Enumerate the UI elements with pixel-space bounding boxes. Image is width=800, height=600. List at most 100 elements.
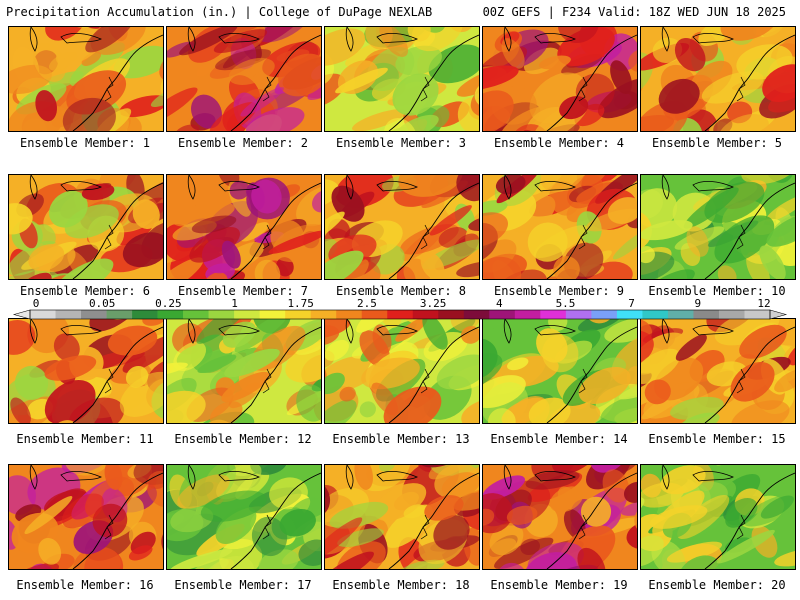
colorbar-swatch (489, 310, 516, 319)
coastline (546, 182, 637, 279)
colorbar-swatch (387, 310, 414, 319)
precip-field (167, 465, 321, 569)
precip-field (641, 465, 795, 569)
coastline (704, 182, 795, 279)
colorbar-swatch (55, 310, 82, 319)
ensemble-map-panel (8, 174, 164, 280)
great-lakes-outline (29, 465, 102, 490)
ensemble-map-panel (8, 318, 164, 424)
ensemble-member-caption: Ensemble Member: 20 (648, 578, 786, 592)
ensemble-member-caption: Ensemble Member: 10 (648, 284, 786, 298)
colorbar-tick-label: 7 (628, 297, 635, 310)
colorbar-swatch (463, 310, 490, 319)
colorbar-tick-label: 1.75 (287, 297, 314, 310)
colorbar-swatch (693, 310, 720, 319)
ensemble-member-caption: Ensemble Member: 4 (493, 136, 625, 150)
ensemble-map-panel (482, 26, 638, 132)
colorbar-swatch (157, 310, 184, 319)
coastline (546, 34, 637, 131)
ensemble-member-caption: Ensemble Member: 5 (651, 136, 783, 150)
precip-field (483, 465, 637, 569)
coastline (388, 472, 479, 569)
colorbar-tick-label: 3.25 (419, 297, 447, 310)
colorbar-swatch (106, 310, 133, 319)
precip-field (641, 175, 795, 279)
coastline (546, 326, 637, 423)
coastline (704, 34, 795, 131)
ensemble-member-caption: Ensemble Member: 2 (177, 136, 309, 150)
ensemble-map-panel (640, 318, 796, 424)
ensemble-map-panel (640, 174, 796, 280)
coastline (388, 34, 479, 131)
colorbar-swatch (285, 310, 311, 319)
colorbar-tick-label: 1 (231, 297, 238, 310)
great-lakes-outline (661, 319, 734, 344)
ensemble-map-panel (8, 26, 164, 132)
great-lakes-outline (187, 319, 260, 344)
colorbar-labels: 0 0.05 0.25 1 1.75 2.5 3.25 4 5.5 7 9 12 (0, 297, 800, 311)
precip-field (483, 319, 637, 423)
ensemble-member-caption: Ensemble Member: 17 (174, 578, 312, 592)
ensemble-member-caption: Ensemble Member: 7 (177, 284, 309, 298)
coastline (72, 326, 163, 423)
coastline (72, 472, 163, 569)
colorbar-tick-label: 2.5 (356, 297, 377, 310)
great-lakes-outline (345, 319, 418, 344)
great-lakes-outline (661, 175, 734, 200)
precip-field (9, 175, 163, 279)
great-lakes-outline (503, 319, 576, 344)
coastline (546, 472, 637, 569)
ensemble-map-panel (482, 464, 638, 570)
great-lakes-outline (503, 27, 576, 52)
precip-field (483, 175, 637, 279)
colorbar-min-arrow (12, 309, 31, 320)
precip-field (641, 319, 795, 423)
precip-field (641, 27, 795, 131)
ensemble-map-panel (482, 174, 638, 280)
coastline (388, 326, 479, 423)
ensemble-map-panel (166, 26, 322, 132)
great-lakes-outline (187, 465, 260, 490)
colorbar-swatch (540, 310, 567, 319)
colorbar-swatch (234, 310, 260, 319)
colorbar-tick-label: 9 (694, 297, 702, 310)
great-lakes-outline (345, 465, 418, 490)
colorbar-swatch (183, 310, 209, 319)
great-lakes-outline (345, 27, 418, 52)
colorbar-swatch (259, 310, 286, 319)
colorbar-swatch (514, 310, 541, 319)
coastline (230, 182, 321, 279)
great-lakes-outline (29, 175, 102, 200)
ensemble-map-panel (324, 174, 480, 280)
colorbar-swatch (30, 310, 56, 319)
precip-field (9, 465, 163, 569)
colorbar-swatch (591, 310, 618, 319)
ensemble-member-caption: Ensemble Member: 9 (493, 284, 625, 298)
colorbar-swatch (336, 310, 363, 319)
precip-field (9, 27, 163, 131)
coastline (230, 326, 321, 423)
colorbar-swatch (565, 310, 592, 319)
colorbar-swatch (642, 310, 669, 319)
colorbar-tick-label: 5.5 (555, 297, 576, 310)
colorbar-max-arrow (769, 309, 788, 320)
ensemble-member-caption: Ensemble Member: 11 (16, 432, 154, 446)
great-lakes-outline (29, 319, 102, 344)
ensemble-map-panel (166, 174, 322, 280)
colorbar-swatch (81, 310, 107, 319)
colorbar (12, 309, 788, 320)
header-left-title: Precipitation Accumulation (in.) | Colle… (6, 5, 433, 19)
ensemble-member-caption: Ensemble Member: 6 (19, 284, 151, 298)
colorbar-swatch (412, 310, 439, 319)
colorbar-swatch (616, 310, 643, 319)
colorbar-swatch (361, 310, 388, 319)
ensemble-map-panel (166, 318, 322, 424)
ensemble-map-panel (482, 318, 638, 424)
great-lakes-outline (187, 175, 260, 200)
colorbar-swatch (208, 310, 235, 319)
coastline (704, 472, 795, 569)
precip-field (167, 175, 321, 279)
precip-field (325, 465, 479, 569)
ensemble-member-caption: Ensemble Member: 18 (332, 578, 470, 592)
ensemble-map-panel (166, 464, 322, 570)
